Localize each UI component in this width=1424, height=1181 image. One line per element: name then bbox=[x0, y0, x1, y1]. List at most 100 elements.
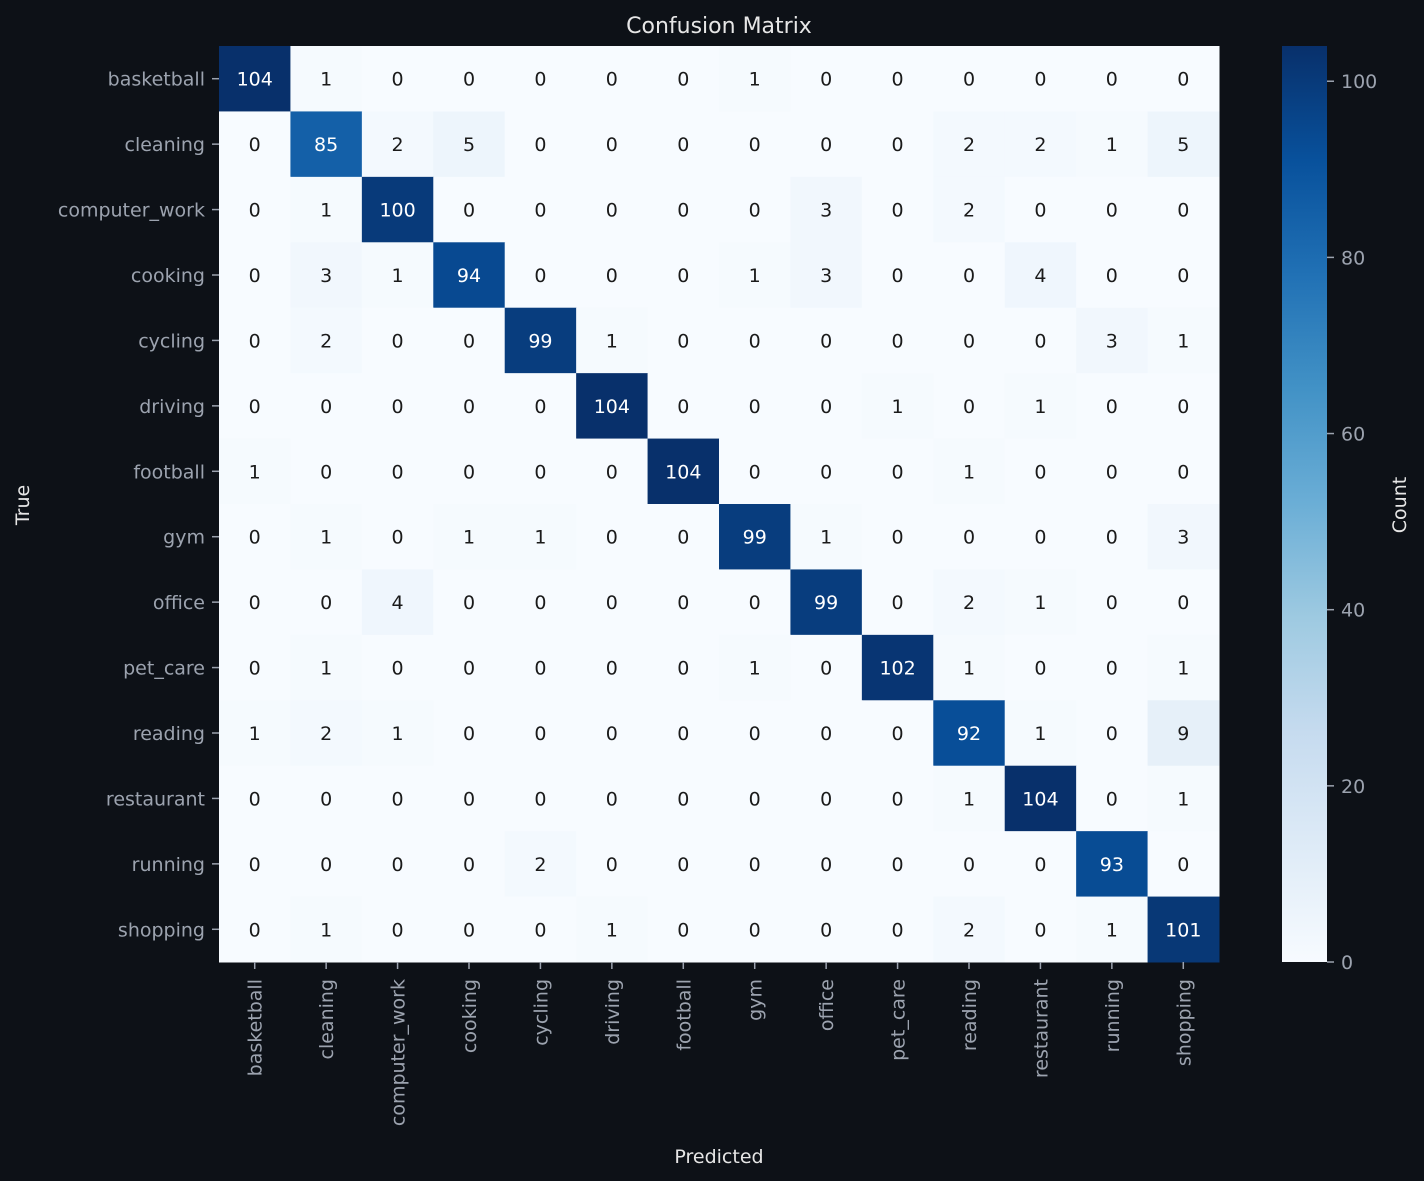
cell-value-label: 0 bbox=[1106, 396, 1118, 418]
cell-value-label: 0 bbox=[677, 134, 689, 156]
cell-value-label: 0 bbox=[1106, 592, 1118, 614]
cell-value-label: 0 bbox=[749, 723, 761, 745]
cell-value-label: 3 bbox=[1106, 330, 1118, 352]
heatmap-cell bbox=[1004, 111, 1077, 178]
heatmap-cell bbox=[219, 307, 291, 374]
heatmap-cell bbox=[861, 896, 934, 963]
cell-value-label: 1 bbox=[320, 919, 332, 941]
heatmap-cell bbox=[719, 111, 791, 178]
y-tick-label: gym bbox=[163, 527, 205, 549]
heatmap-cell bbox=[576, 373, 649, 440]
colorbar-tick-label: 100 bbox=[1341, 71, 1377, 93]
heatmap-cell bbox=[1076, 765, 1149, 832]
cell-value-label: 0 bbox=[892, 200, 904, 222]
cell-value-label: 2 bbox=[320, 330, 332, 352]
cell-value-label: 1 bbox=[534, 527, 546, 549]
heatmap-cell bbox=[290, 242, 363, 309]
cell-value-label: 0 bbox=[677, 658, 689, 680]
cell-value-label: 104 bbox=[237, 69, 273, 91]
heatmap-cell bbox=[719, 307, 791, 374]
cell-value-label: 0 bbox=[1034, 527, 1046, 549]
x-tick-label: football bbox=[673, 979, 695, 1051]
cell-value-label: 0 bbox=[534, 592, 546, 614]
cell-value-label: 0 bbox=[1106, 265, 1118, 287]
cell-value-label: 0 bbox=[320, 788, 332, 810]
x-tick-label: driving bbox=[602, 979, 624, 1045]
cell-value-label: 0 bbox=[1106, 723, 1118, 745]
colorbar-title: Count bbox=[1389, 477, 1411, 533]
heatmap-cell bbox=[361, 634, 434, 701]
heatmap-cell bbox=[647, 242, 720, 309]
cell-value-label: 0 bbox=[463, 788, 475, 810]
heatmap-cell bbox=[361, 176, 434, 243]
cell-value-label: 0 bbox=[892, 788, 904, 810]
heatmap-cell bbox=[861, 176, 934, 243]
cell-value-label: 0 bbox=[677, 265, 689, 287]
cell-value-label: 0 bbox=[1106, 527, 1118, 549]
cell-value-label: 104 bbox=[665, 461, 701, 483]
heatmap-cell bbox=[861, 46, 934, 112]
cell-value-label: 0 bbox=[749, 788, 761, 810]
cell-value-label: 1 bbox=[749, 69, 761, 91]
cell-value-label: 1 bbox=[392, 723, 404, 745]
heatmap-cell bbox=[433, 176, 506, 243]
heatmap-cell bbox=[504, 831, 577, 898]
heatmap-cell bbox=[290, 700, 363, 767]
y-tick-label: running bbox=[132, 854, 205, 876]
cell-value-label: 0 bbox=[749, 854, 761, 876]
heatmap-cell bbox=[1076, 896, 1149, 963]
cell-value-label: 0 bbox=[392, 69, 404, 91]
heatmap-cell bbox=[1076, 504, 1149, 570]
cell-value-label: 2 bbox=[963, 134, 975, 156]
heatmap-cell bbox=[1076, 438, 1149, 505]
cell-value-label: 104 bbox=[1022, 788, 1058, 810]
heatmap-cell bbox=[433, 569, 506, 636]
heatmap-cell bbox=[1004, 504, 1077, 570]
heatmap-cell bbox=[290, 111, 363, 178]
cell-value-label: 0 bbox=[320, 592, 332, 614]
cell-value-label: 0 bbox=[534, 723, 546, 745]
heatmap-cells bbox=[219, 46, 1220, 963]
heatmap-cell bbox=[576, 438, 649, 505]
heatmap-cell bbox=[433, 634, 506, 701]
heatmap-cell bbox=[933, 569, 1006, 636]
cell-value-label: 99 bbox=[814, 592, 838, 614]
heatmap-cell bbox=[576, 896, 649, 963]
cell-value-label: 0 bbox=[534, 200, 546, 222]
colorbar-tick-label: 20 bbox=[1341, 776, 1365, 798]
cell-value-label: 1 bbox=[463, 527, 475, 549]
heatmap-cell bbox=[647, 373, 720, 440]
cell-value-label: 0 bbox=[963, 265, 975, 287]
cell-value-label: 0 bbox=[677, 396, 689, 418]
heatmap-cell bbox=[504, 242, 577, 309]
heatmap-cell bbox=[1147, 765, 1220, 832]
heatmap-cell bbox=[290, 569, 363, 636]
heatmap-cell bbox=[1004, 176, 1077, 243]
cell-value-label: 3 bbox=[820, 265, 832, 287]
cell-value-label: 0 bbox=[677, 592, 689, 614]
cell-value-label: 0 bbox=[463, 69, 475, 91]
x-tick-label: shopping bbox=[1173, 979, 1195, 1066]
heatmap-cell bbox=[647, 765, 720, 832]
cell-value-label: 3 bbox=[320, 265, 332, 287]
cell-value-label: 2 bbox=[963, 592, 975, 614]
cell-value-label: 0 bbox=[1034, 200, 1046, 222]
heatmap-cell bbox=[361, 700, 434, 767]
cell-value-label: 0 bbox=[534, 919, 546, 941]
heatmap-cell bbox=[290, 307, 363, 374]
heatmap-cell bbox=[576, 504, 649, 570]
heatmap-cell bbox=[719, 504, 791, 570]
heatmap-cell bbox=[576, 242, 649, 309]
cell-value-label: 0 bbox=[1034, 330, 1046, 352]
cell-value-label: 5 bbox=[463, 134, 475, 156]
cell-value-label: 1 bbox=[963, 788, 975, 810]
cell-value-label: 0 bbox=[320, 461, 332, 483]
y-tick-label: cleaning bbox=[125, 134, 205, 156]
y-tick-label: shopping bbox=[118, 919, 205, 941]
cell-value-label: 0 bbox=[392, 788, 404, 810]
cell-value-label: 2 bbox=[392, 134, 404, 156]
heatmap-cell bbox=[1004, 634, 1077, 701]
chart-title: Confusion Matrix bbox=[626, 14, 812, 39]
heatmap-cell bbox=[861, 504, 934, 570]
heatmap-cell bbox=[933, 373, 1006, 440]
